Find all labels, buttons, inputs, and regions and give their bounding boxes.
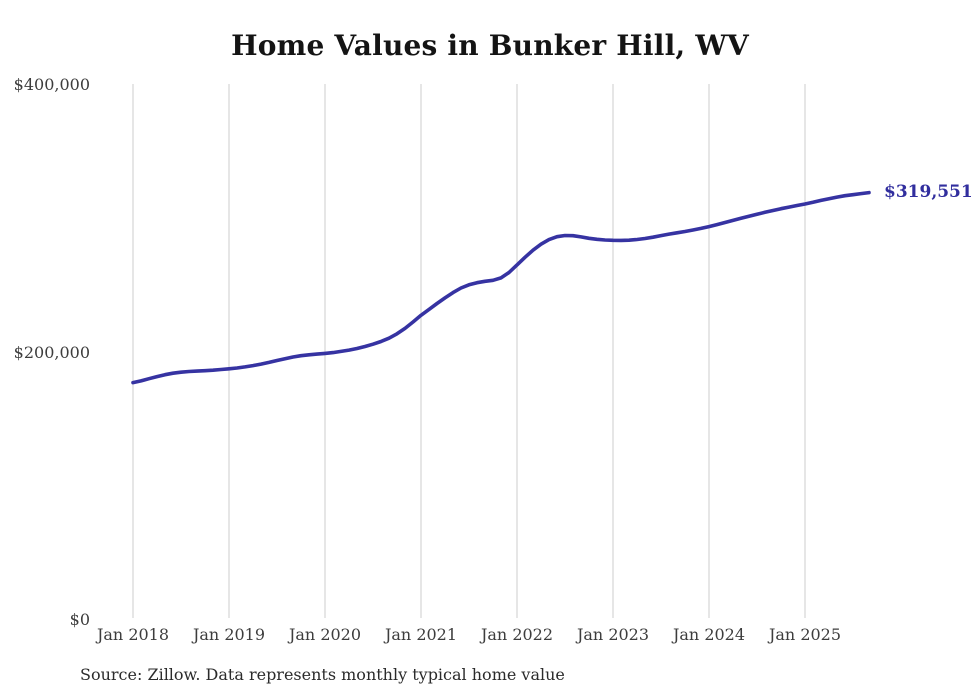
- x-tick-label: Jan 2020: [288, 625, 362, 644]
- source-note: Source: Zillow. Data represents monthly …: [80, 665, 565, 684]
- chart-title: Home Values in Bunker Hill, WV: [231, 29, 749, 62]
- x-tick-label: Jan 2025: [768, 625, 842, 644]
- gridlines: [132, 84, 806, 618]
- latest-value-label: $319,551: [884, 181, 973, 202]
- y-tick-label: $0: [69, 610, 90, 629]
- home-value-line: [131, 190, 871, 385]
- x-tick-label: Jan 2021: [384, 625, 458, 644]
- y-tick-label: $200,000: [13, 342, 90, 362]
- x-tick-label: Jan 2023: [576, 625, 650, 644]
- x-tick-label: Jan 2022: [480, 625, 554, 644]
- x-tick-label: Jan 2024: [672, 625, 746, 644]
- x-tick-label: Jan 2019: [192, 625, 266, 644]
- x-tick-label: Jan 2018: [96, 625, 170, 644]
- y-tick-label: $400,000: [13, 75, 90, 94]
